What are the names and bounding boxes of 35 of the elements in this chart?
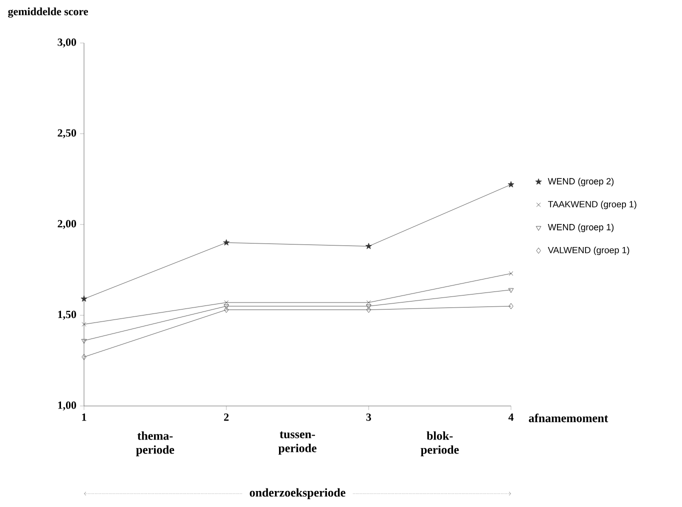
- y-axis-title: gemiddelde score: [8, 8, 88, 18]
- x-tick-label: 3: [366, 413, 372, 421]
- x-tick-label: 2: [224, 413, 229, 421]
- y-tick-label: 1,50: [58, 310, 76, 320]
- y-tick-label: 2,50: [58, 129, 76, 138]
- point: [366, 304, 372, 310]
- point: [224, 304, 229, 310]
- point: [508, 288, 514, 293]
- point: [224, 300, 229, 305]
- point: [508, 181, 514, 188]
- x-axis-title: afnamemoment: [528, 414, 608, 422]
- legend-label: VALWEND (groep 1): [548, 246, 630, 256]
- legend-label: WEND (groep 1): [548, 224, 614, 232]
- legend-label: WEND (groep 2): [548, 178, 614, 186]
- legend-label: TAAKWEND (groep 1): [548, 200, 636, 210]
- point: [224, 306, 229, 313]
- y-tick-label: 3,00: [58, 38, 76, 48]
- x-tick-label: 4: [508, 414, 514, 421]
- point: [366, 306, 371, 313]
- point: [82, 322, 86, 326]
- point: [80, 296, 88, 302]
- point: [508, 303, 514, 310]
- text: thema-periode: [136, 431, 174, 456]
- point: [508, 271, 514, 276]
- text: blok-periode: [420, 431, 459, 456]
- y-tick-label: 1,00: [58, 402, 76, 410]
- point: [82, 354, 86, 360]
- text: tussen-periode: [278, 431, 316, 455]
- point: [366, 300, 371, 305]
- point: [81, 339, 87, 344]
- y-tick-label: 2,00: [58, 220, 76, 229]
- point: [365, 242, 372, 250]
- point: [223, 239, 230, 246]
- text: onderzoeksperiode: [250, 488, 346, 500]
- x-tick-label: 1: [82, 413, 86, 421]
